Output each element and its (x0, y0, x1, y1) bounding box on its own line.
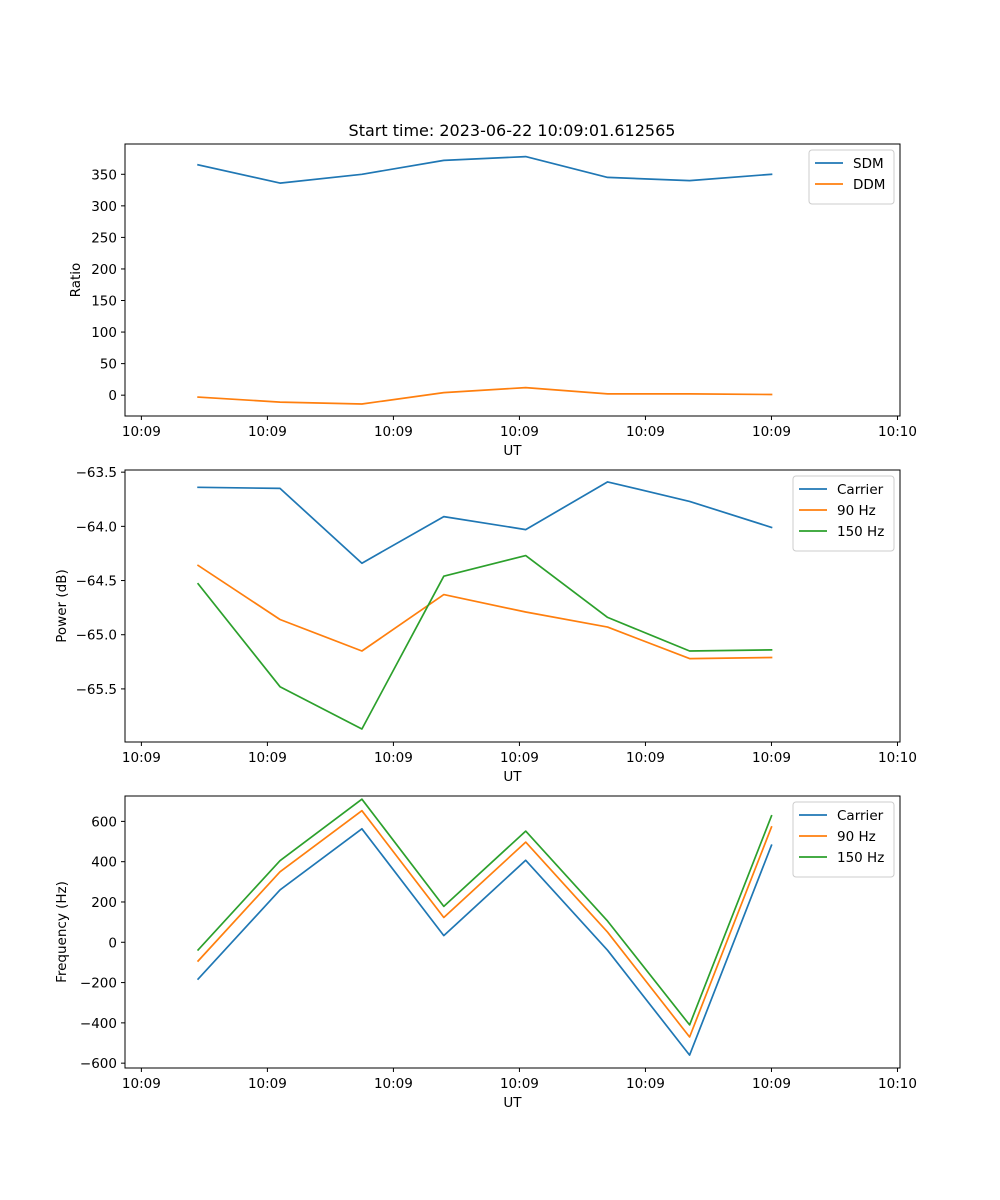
y-tick-label: 350 (91, 167, 117, 183)
x-tick-label: 10:09 (500, 1076, 539, 1092)
x-axis-label: UT (503, 769, 522, 785)
x-tick-label: 10:09 (626, 1076, 665, 1092)
series-line-sdm (197, 155, 773, 184)
y-axis-label: Frequency (Hz) (54, 881, 70, 983)
y-tick-label: 200 (91, 895, 117, 911)
axes-frame (124, 795, 901, 1069)
y-tick-label: 0 (108, 388, 117, 404)
x-axis-label: UT (503, 443, 522, 459)
chart-panel-3: 10:09 10:09 10:09 10:09 10:09 10:09 10:10 −600 −… (54, 795, 917, 1111)
x-tick-label: 10:10 (878, 1076, 917, 1092)
series-line-150-hz (196, 554, 773, 730)
legend-label: Carrier (837, 482, 884, 498)
axes-frame (124, 469, 901, 743)
x-tick-label: 10:09 (752, 750, 791, 766)
y-tick-label: −63.5 (76, 465, 117, 481)
x-tick-label: 10:09 (500, 750, 539, 766)
x-tick-label: 10:09 (374, 424, 413, 440)
x-tick-label: 10:09 (122, 750, 161, 766)
x-tick-label: 10:10 (878, 750, 917, 766)
x-tick-label: 10:10 (878, 424, 917, 440)
x-tick-label: 10:09 (752, 1076, 791, 1092)
chart-panel-2: 10:09 10:09 10:09 10:09 10:09 10:09 10:10 −63.5… (54, 465, 917, 785)
x-axis-label: UT (503, 1095, 522, 1111)
legend-label: DDM (853, 177, 885, 193)
series-line-150-hz (196, 798, 773, 1026)
x-tick-label: 10:09 (248, 750, 287, 766)
chart-panel-1: 10:09 10:09 10:09 10:09 10:09 10:09 10:10 0 50 10… (68, 143, 917, 459)
x-tick-label: 10:09 (122, 424, 161, 440)
x-tick-label: 10:09 (248, 424, 287, 440)
legend: Carrier 90 Hz 150 Hz (792, 801, 895, 878)
y-tick-label: 100 (91, 325, 117, 341)
y-tick-label: −65.0 (76, 628, 117, 644)
x-tick-label: 10:09 (374, 1076, 413, 1092)
x-tick-label: 10:09 (122, 1076, 161, 1092)
legend-box (792, 801, 895, 878)
y-tick-label: 50 (100, 357, 117, 373)
legend-label: Carrier (837, 808, 884, 824)
legend-label: SDM (853, 156, 884, 172)
y-tick-label: 0 (108, 935, 117, 951)
x-tick-label: 10:09 (626, 424, 665, 440)
legend-box (792, 475, 895, 552)
y-tick-label: −200 (80, 976, 117, 992)
y-tick-label: 300 (91, 199, 117, 215)
charts: 10:09 10:09 10:09 10:09 10:09 10:09 10:10 0 50 10… (54, 143, 917, 1111)
y-tick-label: −400 (80, 1016, 117, 1032)
y-tick-label: 400 (91, 855, 117, 871)
series-line-carrier (197, 481, 773, 565)
y-axis-label: Ratio (68, 263, 84, 298)
y-tick-label: 200 (91, 262, 117, 278)
x-tick-label: 10:09 (626, 750, 665, 766)
series-line-ddm (197, 386, 773, 405)
y-tick-label: 600 (91, 814, 117, 830)
legend-label: 90 Hz (837, 829, 876, 845)
legend-label: 150 Hz (837, 524, 884, 540)
series-line-90-hz (196, 564, 773, 660)
figure-title: Start time: 2023-06-22 10:09:01.612565 (349, 121, 676, 140)
y-tick-label: −64.5 (76, 574, 117, 590)
y-tick-label: −64.0 (76, 519, 117, 535)
legend: SDM DDM (808, 149, 895, 205)
y-tick-label: 150 (91, 294, 117, 310)
y-tick-label: 250 (91, 230, 117, 246)
x-tick-label: 10:09 (500, 424, 539, 440)
series-line-90-hz (196, 809, 773, 1038)
y-tick-label: −65.5 (76, 682, 117, 698)
series-line-carrier (196, 827, 773, 1056)
x-tick-label: 10:09 (374, 750, 413, 766)
legend-label: 150 Hz (837, 850, 884, 866)
y-tick-label: −600 (80, 1056, 117, 1072)
x-tick-label: 10:09 (752, 424, 791, 440)
legend-label: 90 Hz (837, 503, 876, 519)
legend: Carrier 90 Hz 150 Hz (792, 475, 895, 552)
axes-frame (124, 143, 901, 417)
y-axis-label: Power (dB) (54, 569, 70, 642)
x-tick-label: 10:09 (248, 1076, 287, 1092)
